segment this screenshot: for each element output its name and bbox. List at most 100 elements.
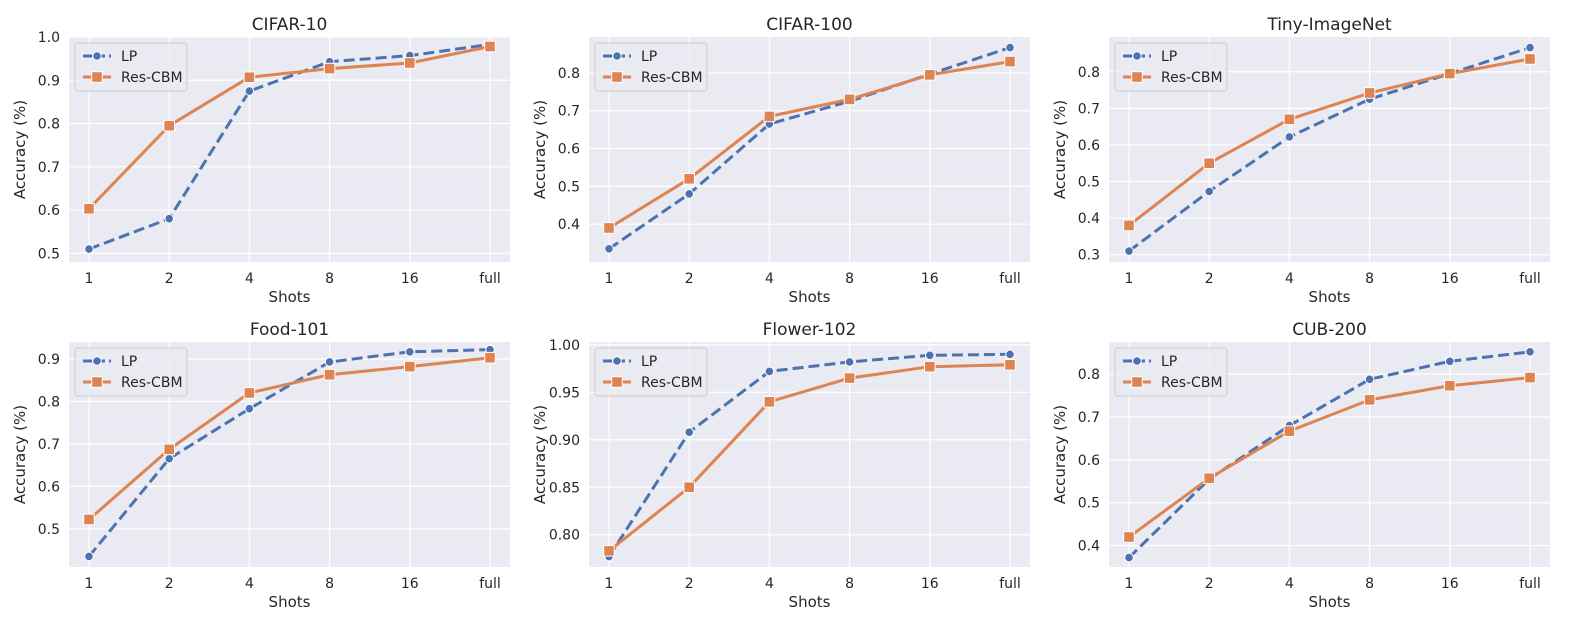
data-point-lp: [1445, 356, 1455, 367]
legend-marker: [611, 71, 623, 83]
x-tick-label: full: [479, 271, 501, 287]
y-axis-label: Accuracy (%): [531, 100, 549, 199]
x-tick-label: 16: [1441, 271, 1459, 287]
legend-label: LP: [1161, 49, 1177, 65]
legend-marker: [612, 51, 622, 61]
series-line-res-cbm: [88, 356, 491, 521]
data-point-res-cbm: [763, 396, 776, 408]
data-point-res-cbm: [1524, 53, 1536, 65]
data-point-res-cbm: [924, 69, 936, 81]
chart-title: Tiny-ImageNet: [1266, 15, 1392, 35]
data-point-res-cbm: [323, 368, 336, 381]
y-tick-label: 0.6: [558, 142, 580, 158]
legend-marker: [611, 376, 623, 388]
chart-panel-5: 1 2 4 8 16 full 0.80 0.85 0.90 0.95 1.00 Flower-102…: [531, 320, 1030, 611]
x-tick-label: 1: [1125, 271, 1134, 287]
data-point-res-cbm: [843, 372, 856, 384]
series-line-lp: [1128, 46, 1531, 253]
y-tick-label: 0.9: [38, 73, 60, 89]
data-point-res-cbm: [163, 119, 175, 132]
x-tick-label: 16: [401, 576, 419, 592]
data-point-res-cbm: [1444, 67, 1456, 80]
data-point-res-cbm: [1004, 55, 1016, 68]
y-tick-label: 0.3: [1078, 248, 1100, 264]
chart-title: CIFAR-100: [766, 15, 852, 35]
data-point-res-cbm: [1123, 219, 1135, 232]
x-tick-label: full: [479, 576, 501, 592]
data-point-res-cbm: [843, 93, 856, 106]
x-tick-label: 2: [685, 271, 694, 287]
data-point-lp: [164, 213, 174, 224]
data-point-lp: [684, 189, 695, 199]
data-point-lp: [1204, 186, 1214, 197]
data-point-lp: [1364, 374, 1375, 385]
data-point-res-cbm: [763, 110, 776, 123]
legend-label: LP: [121, 49, 137, 65]
y-tick-label: 0.90: [549, 433, 580, 449]
x-axis-label: Shots: [789, 288, 831, 306]
data-point-res-cbm: [404, 57, 416, 69]
x-axis-label: Shots: [269, 593, 311, 611]
data-point-lp: [764, 366, 775, 377]
data-point-lp: [324, 357, 335, 367]
legend-marker: [1131, 376, 1143, 388]
data-point-lp: [244, 403, 255, 414]
y-tick-label: 0.5: [1078, 175, 1100, 191]
x-tick-label: 1: [605, 271, 614, 287]
y-tick-label: 0.9: [38, 352, 60, 368]
data-point-res-cbm: [484, 40, 496, 53]
y-axis-label: Accuracy (%): [11, 405, 29, 504]
x-tick-label: 8: [325, 576, 334, 592]
legend: LP Res-CBM: [594, 42, 708, 92]
legend-label: Res-CBM: [1161, 375, 1223, 391]
y-tick-label: 0.95: [549, 385, 580, 401]
y-tick-label: 0.4: [1078, 211, 1100, 227]
series-line-res-cbm: [608, 60, 1011, 230]
y-axis-label: Accuracy (%): [1051, 100, 1069, 199]
legend-marker: [1131, 71, 1143, 83]
data-point-lp: [84, 551, 94, 562]
data-point-lp: [925, 350, 935, 361]
x-axis-label: Shots: [269, 288, 311, 306]
data-point-lp: [1284, 132, 1295, 142]
y-tick-label: 0.5: [1078, 496, 1100, 512]
legend-marker: [91, 71, 103, 83]
legend-label: Res-CBM: [1161, 70, 1223, 86]
x-tick-label: 16: [1441, 576, 1459, 592]
y-tick-label: 0.6: [1078, 138, 1100, 154]
x-tick-label: 4: [245, 576, 254, 592]
legend-label: LP: [641, 49, 657, 65]
y-tick-label: 0.8: [558, 66, 580, 82]
x-tick-label: 1: [85, 271, 94, 287]
data-point-lp: [1124, 246, 1134, 256]
x-tick-label: 4: [765, 576, 774, 592]
chart-title: CUB-200: [1292, 320, 1367, 340]
y-tick-label: 0.7: [1078, 101, 1100, 117]
data-point-lp: [244, 86, 255, 96]
data-point-res-cbm: [163, 443, 175, 456]
x-tick-label: 2: [165, 576, 174, 592]
x-axis-label: Shots: [789, 593, 831, 611]
data-point-res-cbm: [603, 222, 615, 234]
series-line-lp: [608, 46, 1011, 251]
legend-marker: [612, 356, 622, 366]
y-tick-label: 0.4: [558, 217, 580, 233]
y-tick-label: 0.6: [1078, 453, 1100, 469]
chart-panel-2: 1 2 4 8 16 full 0.4 0.5 0.6 0.7 0.8 CIFAR-100 Shots A…: [531, 15, 1030, 306]
series-line-res-cbm: [87, 45, 491, 210]
data-point-res-cbm: [1283, 113, 1296, 126]
chart-panel-1: 1 2 4 8 16 full 0.5 0.6 0.7 0.8 0.9 1.0 CIFAR-10 Shot…: [11, 15, 510, 306]
legend-label: LP: [121, 354, 137, 370]
y-tick-label: 0.85: [549, 480, 580, 496]
series-line-lp: [87, 348, 491, 558]
x-tick-label: 8: [325, 271, 334, 287]
data-point-res-cbm: [603, 545, 615, 557]
y-tick-label: 0.5: [558, 179, 580, 195]
x-tick-label: 4: [1285, 271, 1294, 287]
chart-title: Food-101: [250, 320, 329, 340]
x-tick-label: 4: [245, 271, 254, 287]
data-point-res-cbm: [1283, 425, 1296, 437]
data-point-lp: [684, 427, 695, 437]
data-point-res-cbm: [924, 360, 936, 373]
